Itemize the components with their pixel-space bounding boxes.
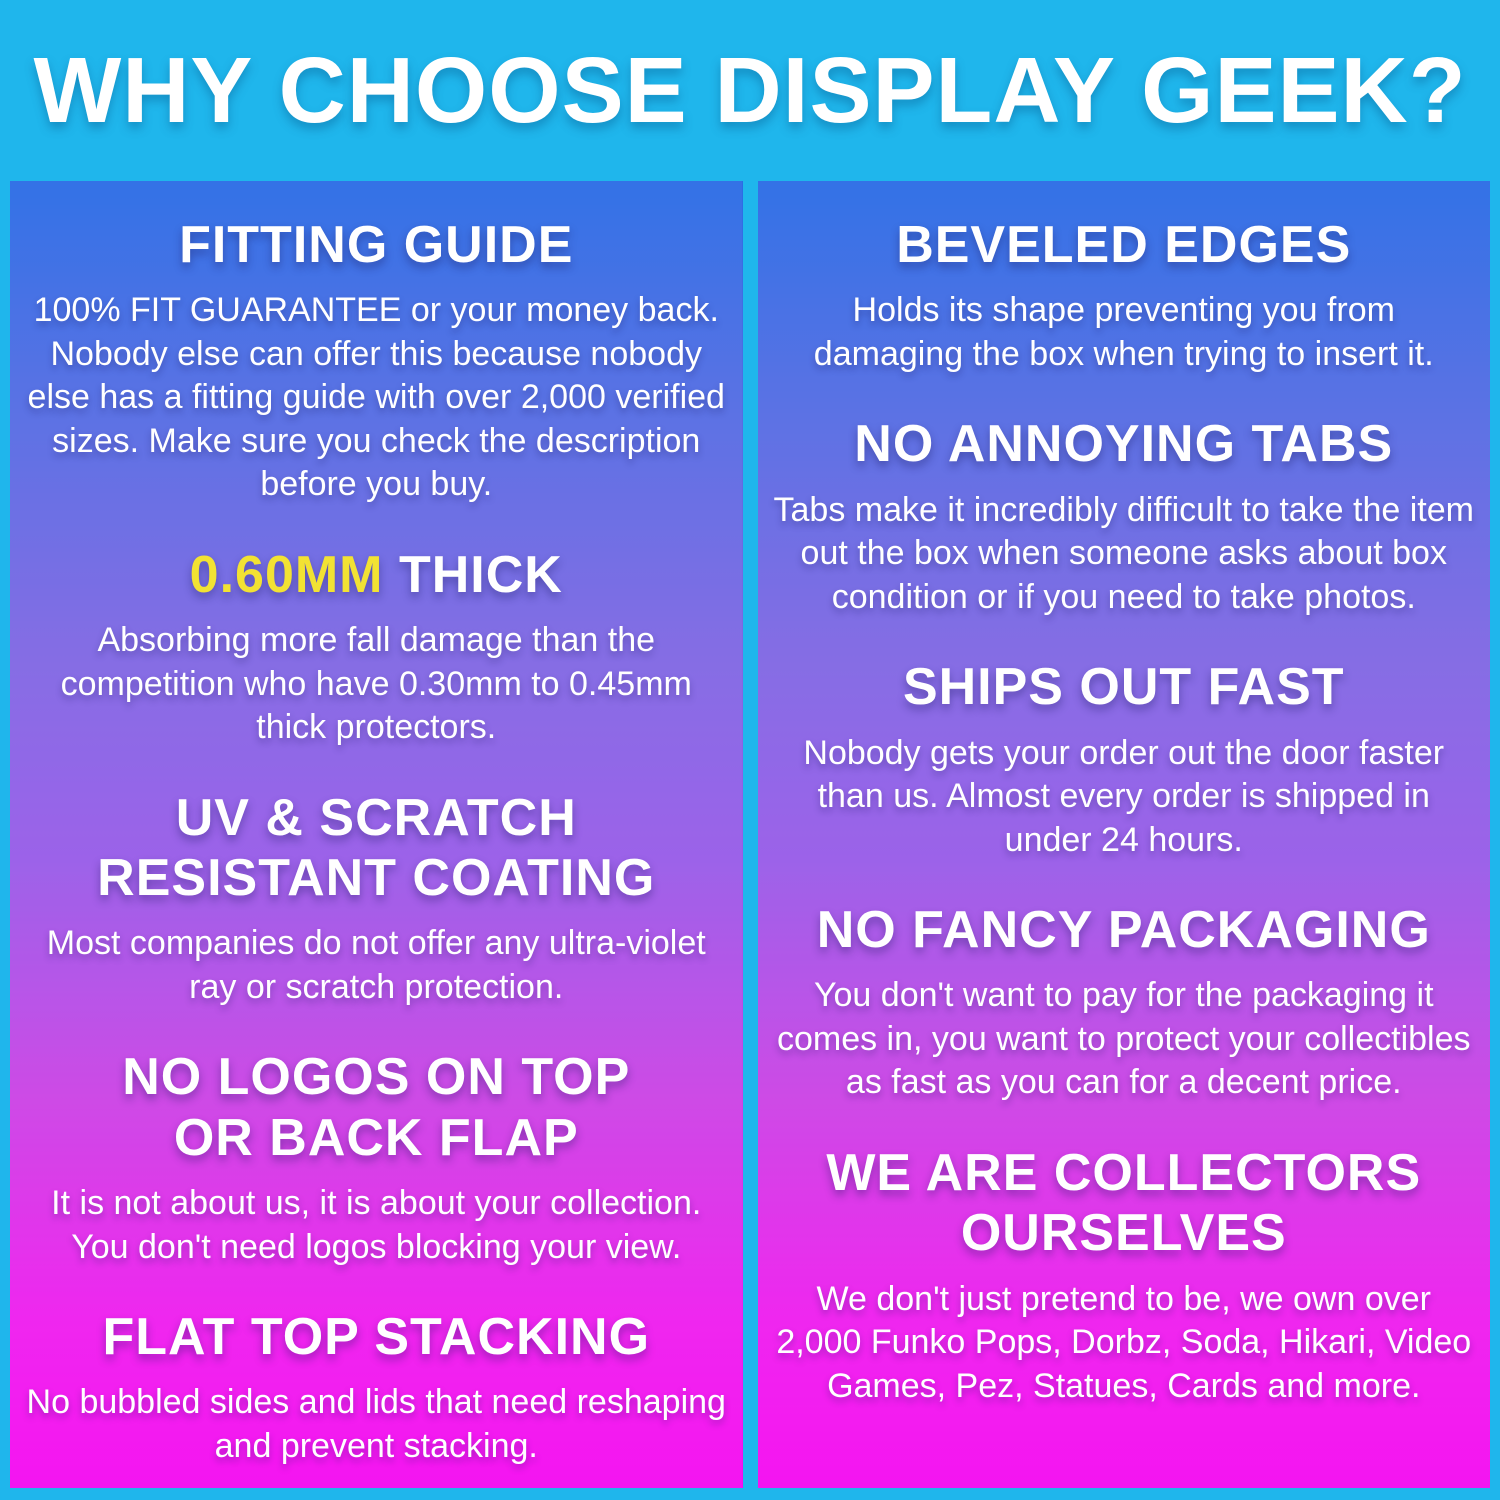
panels-row: FITTING GUIDE 100% FIT GUARANTEE or your…: [0, 181, 1500, 1500]
feature-heading: 0.60MM THICK: [26, 545, 727, 605]
left-panel: FITTING GUIDE 100% FIT GUARANTEE or your…: [10, 181, 743, 1488]
feature-body: Absorbing more fall damage than the comp…: [60, 621, 692, 747]
feature-heading: BEVELED EDGES: [896, 216, 1352, 274]
feature-collectors-ourselves: WE ARE COLLECTORS OURSELVES We don't jus…: [774, 1143, 1475, 1408]
feature-body: 100% FIT GUARANTEE or your money back. N…: [27, 291, 725, 504]
feature-heading: NO FANCY PACKAGING: [816, 901, 1431, 960]
feature-ships-out-fast: SHIPS OUT FAST Nobody gets your order ou…: [774, 657, 1475, 862]
left-panel-content: FITTING GUIDE 100% FIT GUARANTEE or your…: [10, 181, 743, 1468]
feature-heading: NO ANNOYING TABS: [854, 415, 1394, 474]
feature-heading: FLAT TOP STACKING: [102, 1308, 651, 1367]
feature-heading: SHIPS OUT FAST: [902, 658, 1345, 717]
right-panel: BEVELED EDGES Holds its shape preventing…: [757, 181, 1491, 1488]
feature-body: It is not about us, it is about your col…: [51, 1184, 702, 1266]
feature-heading: FITTING GUIDE: [179, 216, 574, 274]
feature-body: You don't want to pay for the packaging …: [776, 976, 1471, 1102]
feature-body: Tabs make it incredibly difficult to tak…: [773, 490, 1474, 616]
feature-thickness: 0.60MM THICK Absorbing more fall damage …: [26, 545, 727, 750]
page-title: WHY CHOOSE DISPLAY GEEK?: [33, 38, 1467, 142]
feature-no-logos: NO LOGOS ON TOP OR BACK FLAP It is not a…: [26, 1047, 727, 1269]
feature-body: Most companies do not offer any ultra-vi…: [46, 924, 706, 1006]
feature-no-annoying-tabs: NO ANNOYING TABS Tabs make it incredibly…: [774, 414, 1475, 619]
feature-fitting-guide: FITTING GUIDE 100% FIT GUARANTEE or your…: [26, 215, 727, 507]
feature-no-fancy-packaging: NO FANCY PACKAGING You don't want to pay…: [774, 900, 1475, 1105]
feature-body: Holds its shape preventing you from dama…: [813, 291, 1434, 373]
feature-heading: NO LOGOS ON TOP OR BACK FLAP: [122, 1048, 631, 1167]
thickness-heading-rest: THICK: [383, 545, 563, 604]
feature-body: Nobody gets your order out the door fast…: [803, 733, 1445, 859]
feature-body: We don't just pretend to be, we own over…: [776, 1279, 1472, 1405]
poster-header: WHY CHOOSE DISPLAY GEEK?: [0, 0, 1500, 181]
feature-uv-scratch-coating: UV & SCRATCH RESISTANT COATING Most comp…: [26, 788, 727, 1010]
feature-flat-top-stacking: FLAT TOP STACKING No bubbled sides and l…: [26, 1307, 727, 1468]
right-panel-content: BEVELED EDGES Holds its shape preventing…: [758, 181, 1491, 1408]
feature-body: No bubbled sides and lids that need resh…: [26, 1383, 726, 1465]
thickness-value-highlight: 0.60MM: [189, 545, 384, 604]
feature-heading: UV & SCRATCH RESISTANT COATING: [97, 788, 656, 908]
feature-heading: WE ARE COLLECTORS OURSELVES: [826, 1143, 1422, 1263]
feature-beveled-edges: BEVELED EDGES Holds its shape preventing…: [774, 215, 1475, 376]
